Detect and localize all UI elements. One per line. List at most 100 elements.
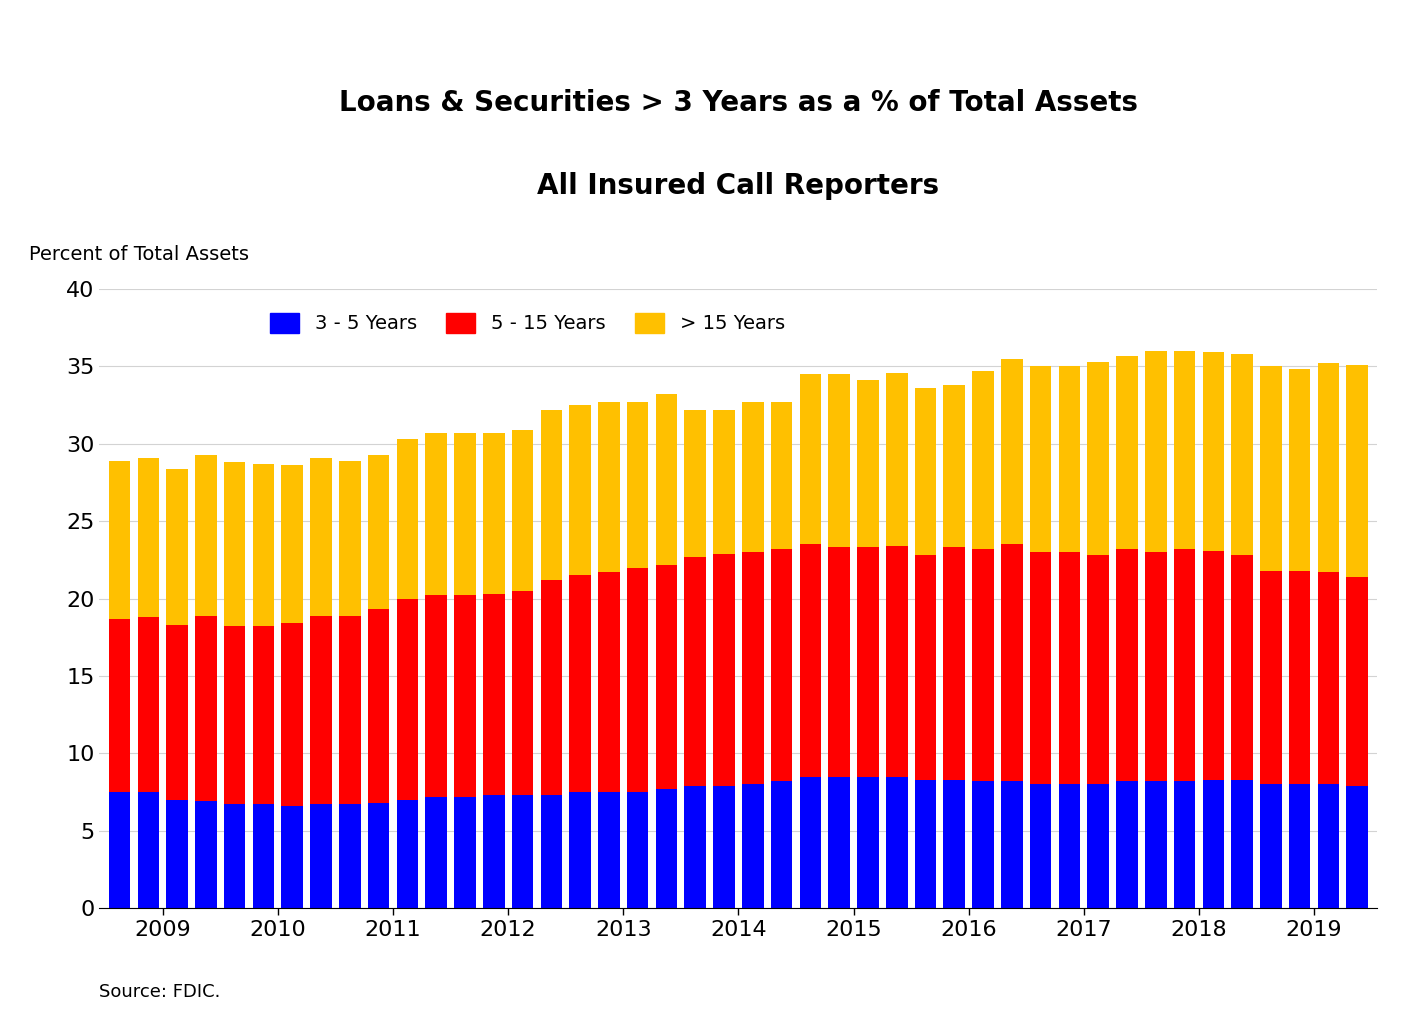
Bar: [713, 410, 734, 554]
Bar: [914, 555, 936, 780]
Bar: [138, 458, 159, 617]
Bar: [541, 580, 562, 795]
Bar: [684, 786, 706, 908]
Bar: [1203, 780, 1224, 908]
Bar: [1318, 363, 1339, 573]
Bar: [541, 410, 562, 580]
Bar: [426, 797, 447, 908]
Bar: [973, 372, 994, 549]
Bar: [713, 553, 734, 786]
Text: All Insured Call Reporters: All Insured Call Reporters: [537, 171, 940, 200]
Bar: [1318, 784, 1339, 908]
Bar: [253, 626, 274, 805]
Bar: [1346, 786, 1367, 908]
Bar: [598, 572, 619, 793]
Bar: [1346, 577, 1367, 786]
Bar: [483, 433, 504, 594]
Bar: [743, 784, 764, 908]
Bar: [1116, 781, 1137, 908]
Bar: [799, 777, 821, 908]
Bar: [253, 805, 274, 908]
Bar: [310, 458, 332, 615]
Bar: [1030, 366, 1051, 552]
Bar: [195, 801, 217, 908]
Bar: [943, 385, 966, 548]
Bar: [858, 381, 879, 548]
Bar: [569, 793, 591, 908]
Bar: [626, 402, 649, 568]
Bar: [1116, 549, 1137, 781]
Bar: [1203, 551, 1224, 780]
Bar: [626, 793, 649, 908]
Text: Percent of Total Assets: Percent of Total Assets: [30, 246, 248, 264]
Bar: [771, 549, 792, 781]
Bar: [426, 433, 447, 595]
Bar: [368, 609, 389, 803]
Bar: [1145, 552, 1167, 781]
Bar: [858, 777, 879, 908]
Bar: [598, 402, 619, 573]
Bar: [195, 615, 217, 801]
Text: Loans & Securities > 3 Years as a % of Total Assets: Loans & Securities > 3 Years as a % of T…: [339, 89, 1137, 118]
Bar: [339, 615, 361, 805]
Bar: [1260, 366, 1282, 571]
Bar: [281, 623, 302, 806]
Bar: [109, 461, 131, 619]
Bar: [914, 780, 936, 908]
Bar: [656, 394, 677, 565]
Bar: [1001, 545, 1022, 781]
Bar: [1088, 362, 1109, 555]
Bar: [1145, 781, 1167, 908]
Bar: [1231, 555, 1252, 780]
Bar: [943, 547, 966, 780]
Bar: [828, 375, 851, 548]
Bar: [138, 617, 159, 793]
Bar: [828, 777, 851, 908]
Bar: [253, 464, 274, 626]
Bar: [828, 548, 851, 777]
Bar: [914, 388, 936, 555]
Bar: [626, 568, 649, 793]
Bar: [1088, 555, 1109, 784]
Bar: [339, 461, 361, 615]
Bar: [224, 805, 246, 908]
Bar: [569, 406, 591, 576]
Bar: [426, 595, 447, 797]
Bar: [799, 375, 821, 545]
Bar: [483, 594, 504, 795]
Bar: [396, 800, 417, 908]
Bar: [368, 454, 389, 609]
Bar: [511, 429, 534, 590]
Bar: [1289, 571, 1311, 784]
Bar: [886, 546, 907, 777]
Bar: [1231, 354, 1252, 555]
Bar: [310, 615, 332, 805]
Bar: [1001, 781, 1022, 908]
Bar: [1059, 366, 1081, 552]
Bar: [541, 795, 562, 908]
Bar: [1260, 571, 1282, 784]
Bar: [743, 402, 764, 552]
Bar: [310, 805, 332, 908]
Bar: [1346, 365, 1367, 577]
Bar: [166, 800, 187, 908]
Bar: [771, 781, 792, 908]
Bar: [886, 373, 907, 546]
Bar: [166, 624, 187, 800]
Bar: [713, 786, 734, 908]
Bar: [743, 552, 764, 784]
Bar: [1203, 353, 1224, 551]
Bar: [656, 788, 677, 908]
Bar: [511, 795, 534, 908]
Bar: [224, 626, 246, 805]
Bar: [396, 440, 417, 599]
Bar: [109, 619, 131, 793]
Bar: [454, 595, 476, 797]
Bar: [1174, 781, 1196, 908]
Bar: [454, 797, 476, 908]
Bar: [1088, 784, 1109, 908]
Bar: [799, 545, 821, 777]
Bar: [1174, 351, 1196, 549]
Bar: [138, 793, 159, 908]
Bar: [483, 795, 504, 908]
